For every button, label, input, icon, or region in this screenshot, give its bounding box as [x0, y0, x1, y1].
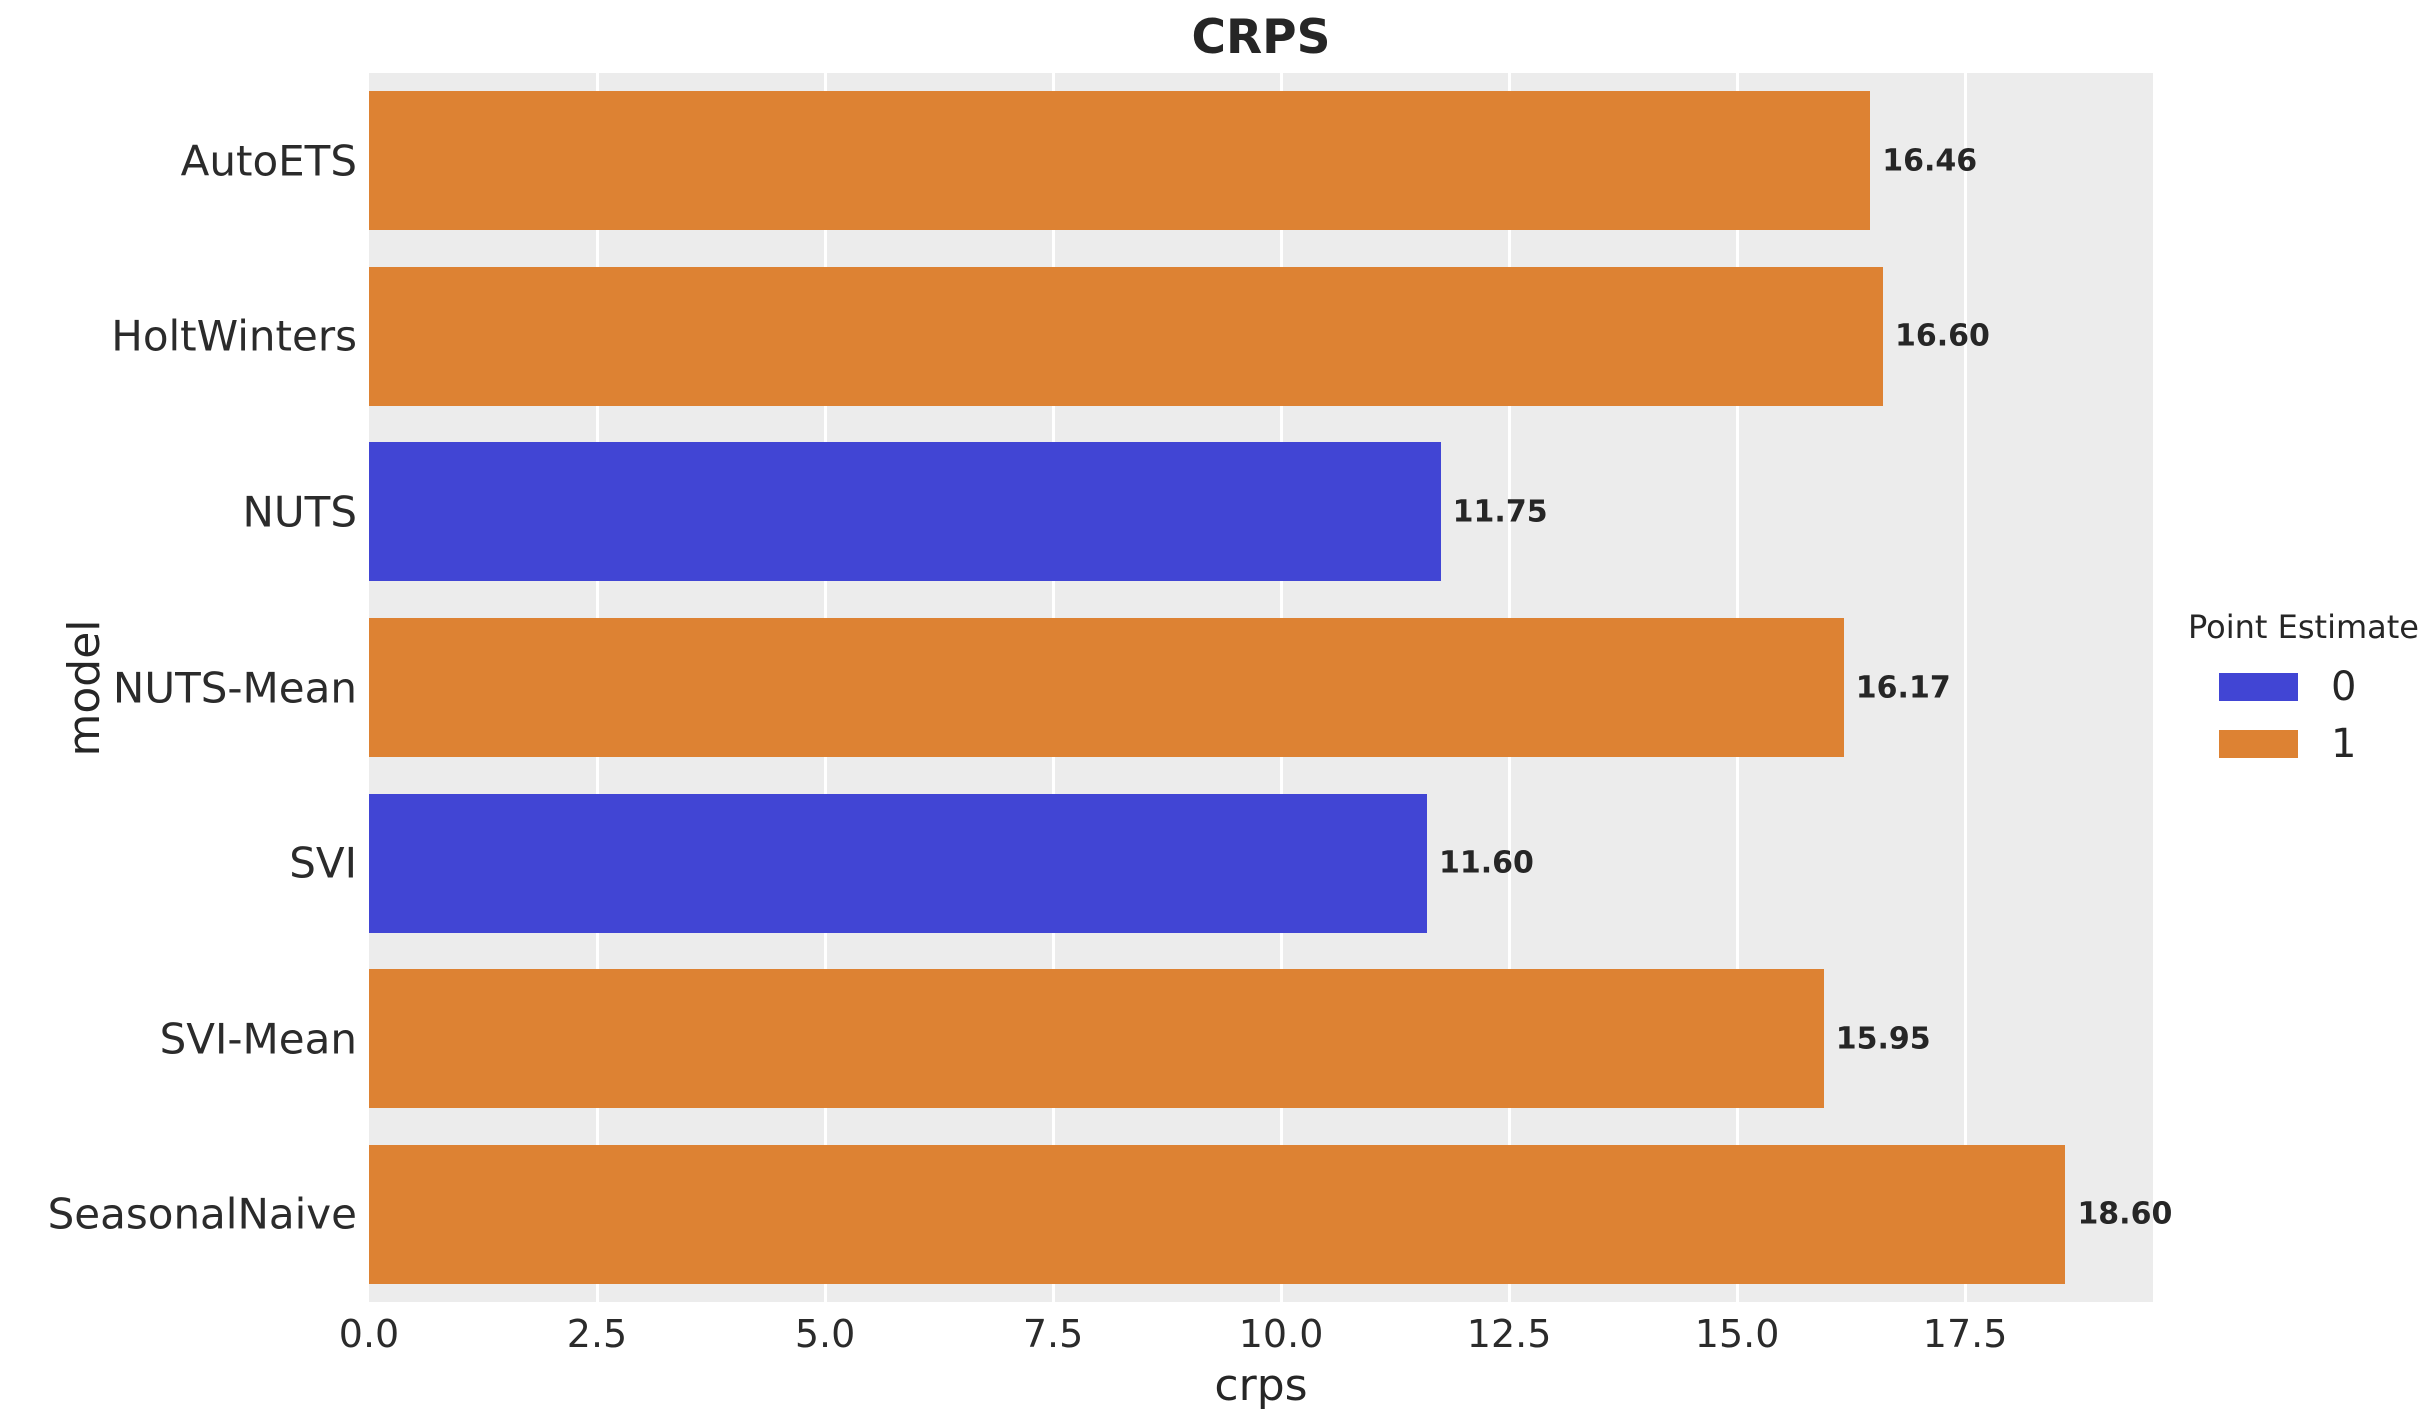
plot-area: 16.46 16.60 11.75 16.17 11.60 15.95 18.60: [369, 73, 2172, 1302]
x-axis-label: crps: [1214, 1360, 1308, 1411]
bar-HoltWinters: [369, 266, 1884, 406]
bar-SeasonalNaive: [369, 1144, 2066, 1284]
bar-value-label-SVI-Mean: 15.95: [1835, 1021, 1931, 1057]
x-tick-label-17.5: 17.5: [1922, 1312, 2008, 1356]
y-tick-label-NUTS-Mean: NUTS-Mean: [112, 663, 357, 712]
bar-SVI: [369, 793, 1427, 933]
bar-NUTS: [369, 442, 1441, 582]
x-tick-label-15.0: 15.0: [1694, 1312, 1780, 1356]
bar-value-label-AutoETS: 16.46: [1882, 143, 1978, 179]
bar-value-label-HoltWinters: 16.60: [1895, 318, 1990, 354]
x-tick-label-12.5: 12.5: [1466, 1312, 1552, 1356]
y-tick-label-AutoETS: AutoETS: [180, 136, 357, 186]
x-tick-label-2.5: 2.5: [566, 1312, 628, 1356]
bar-value-label-SVI: 11.60: [1438, 845, 1534, 881]
x-tick-label-5.0: 5.0: [794, 1312, 856, 1356]
legend-label: 1: [2331, 720, 2357, 767]
legend: Point Estimate 0 1: [2188, 608, 2423, 772]
bar-value-label-NUTS-Mean: 16.17: [1855, 670, 1951, 705]
bar-NUTS-Mean: [369, 618, 1844, 757]
x-tick-label-7.5: 7.5: [1022, 1312, 1084, 1356]
bar-SVI-Mean: [369, 969, 1824, 1109]
legend-swatch-orange: [2219, 729, 2298, 758]
y-tick-label-SVI: SVI: [289, 838, 357, 888]
y-tick-label-HoltWinters: HoltWinters: [111, 311, 357, 361]
bar-value-label-NUTS: 11.75: [1452, 494, 1548, 530]
legend-entry: 0: [2188, 658, 2423, 715]
chart-title: CRPS: [1191, 10, 1331, 65]
legend-entry: 1: [2188, 715, 2423, 772]
y-tick-label-NUTS: NUTS: [242, 487, 357, 537]
x-tick-label-10.0: 10.0: [1238, 1312, 1324, 1356]
x-tick-label-0.0: 0.0: [338, 1312, 400, 1356]
bar-value-label-SeasonalNaive: 18.60: [2077, 1196, 2173, 1232]
legend-swatch-blue: [2219, 672, 2298, 701]
legend-label: 0: [2331, 663, 2357, 710]
gridline-x-17.5: [1964, 73, 1968, 1302]
bar-AutoETS: [369, 91, 1871, 231]
y-tick-label-SeasonalNaive: SeasonalNaive: [47, 1189, 357, 1239]
legend-title: Point Estimate: [2188, 608, 2419, 646]
y-tick-label-SVI-Mean: SVI-Mean: [159, 1014, 357, 1064]
